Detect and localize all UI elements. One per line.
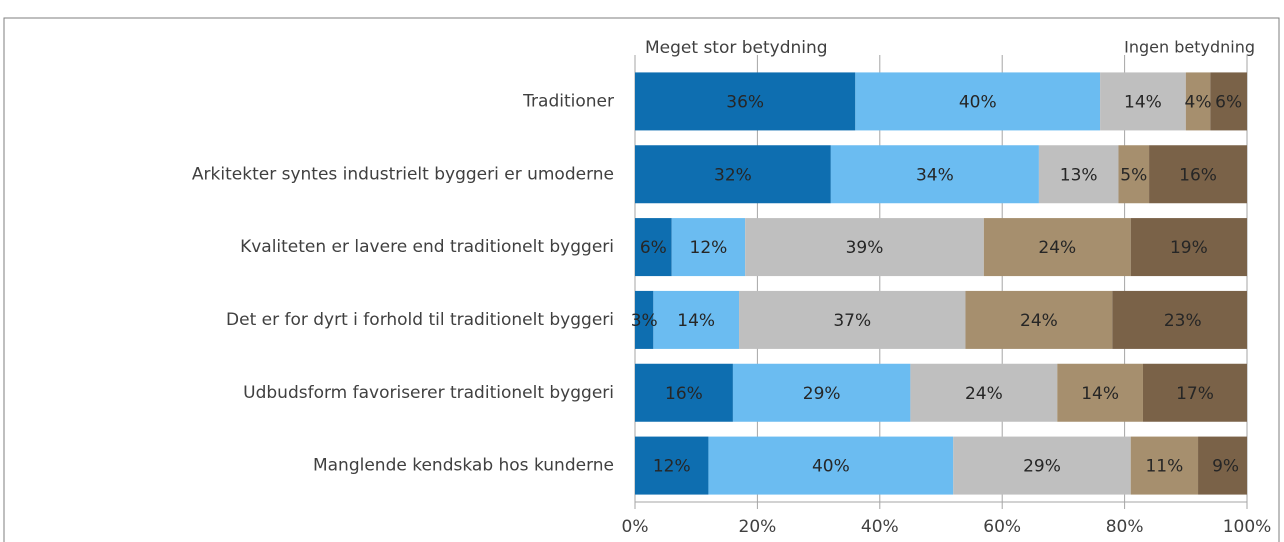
bar-segment: [983, 218, 1131, 277]
bar-segment: [1118, 145, 1150, 204]
value-label: 3%: [631, 311, 658, 331]
bar-segment: [1057, 363, 1143, 422]
value-label: 14%: [1124, 92, 1162, 112]
value-label: 37%: [833, 311, 871, 331]
value-label: 17%: [1176, 384, 1214, 404]
x-tick-label: 40%: [861, 517, 899, 537]
bar-segment: [708, 436, 954, 495]
value-label: 24%: [1020, 311, 1058, 331]
bar-segment: [1038, 145, 1119, 204]
value-label: 29%: [803, 384, 841, 404]
value-label: 14%: [677, 311, 715, 331]
bar-segment: [1185, 72, 1211, 131]
bar-segment: [635, 363, 733, 422]
frame: [3, 17, 1280, 542]
bar-segment: [1130, 436, 1199, 495]
value-label: 16%: [1179, 165, 1217, 185]
value-label: 6%: [640, 238, 667, 258]
x-tick-label: 100%: [1223, 517, 1272, 537]
bar-segment: [855, 72, 1101, 131]
value-label: 23%: [1164, 311, 1202, 331]
bar-segment: [830, 145, 1039, 204]
value-label: 24%: [1038, 238, 1076, 258]
y-tick-label: Kvaliteten er lavere end traditionelt by…: [240, 237, 614, 257]
value-label: 14%: [1081, 384, 1119, 404]
value-label: 32%: [714, 165, 752, 185]
x-tick-label: 60%: [983, 517, 1021, 537]
value-label: 9%: [1212, 457, 1239, 477]
value-label: 24%: [965, 384, 1003, 404]
bar-segment: [653, 290, 740, 349]
bar-segment: [745, 218, 984, 277]
y-tick-label: Traditioner: [522, 91, 614, 111]
value-label: 16%: [665, 384, 703, 404]
bar-segment: [1130, 218, 1247, 277]
bar-segment: [671, 218, 746, 277]
x-tick-label: 0%: [622, 517, 649, 537]
value-label: 11%: [1145, 457, 1183, 477]
bar-segment: [739, 290, 966, 349]
value-label: 5%: [1120, 165, 1147, 185]
value-label: 40%: [812, 457, 850, 477]
value-label: 6%: [1215, 92, 1242, 112]
bar-segment: [1112, 290, 1247, 349]
y-tick-label: Manglende kendskab hos kunderne: [313, 456, 614, 476]
y-tick-label: Arkitekter syntes industrielt byggeri er…: [192, 164, 614, 184]
bar-segment: [635, 290, 654, 349]
bar-segment: [965, 290, 1113, 349]
x-tick-label: 20%: [739, 517, 777, 537]
value-label: 12%: [653, 457, 691, 477]
bar-segment: [635, 145, 831, 204]
bars: [635, 72, 1247, 495]
value-label: 36%: [726, 92, 764, 112]
annotation: Meget stor betydning: [645, 38, 828, 58]
bar-segment: [1198, 436, 1247, 495]
bar-segment: [1100, 72, 1186, 131]
bar-segment: [1210, 72, 1247, 131]
value-label: 34%: [916, 165, 954, 185]
bar-segment: [1142, 363, 1247, 422]
value-label: 29%: [1023, 457, 1061, 477]
value-label: 39%: [846, 238, 884, 258]
bar-segment: [910, 363, 1058, 422]
annotation: Ingen betydning: [1124, 38, 1255, 57]
value-label: 19%: [1170, 238, 1208, 258]
bar-segment: [953, 436, 1131, 495]
bar-segment: [732, 363, 911, 422]
y-tick-label: Udbudsform favoriserer traditionelt bygg…: [243, 383, 614, 403]
bar-segment: [1149, 145, 1247, 204]
x-tick-label: 80%: [1106, 517, 1144, 537]
bar-segment: [635, 436, 709, 495]
value-label: 13%: [1060, 165, 1098, 185]
value-label: 40%: [959, 92, 997, 112]
bar-segment: [635, 218, 672, 277]
value-label: 4%: [1185, 92, 1212, 112]
value-label: 12%: [690, 238, 728, 258]
bar-segment: [635, 72, 856, 131]
y-tick-label: Det er for dyrt i forhold til traditione…: [226, 310, 614, 330]
